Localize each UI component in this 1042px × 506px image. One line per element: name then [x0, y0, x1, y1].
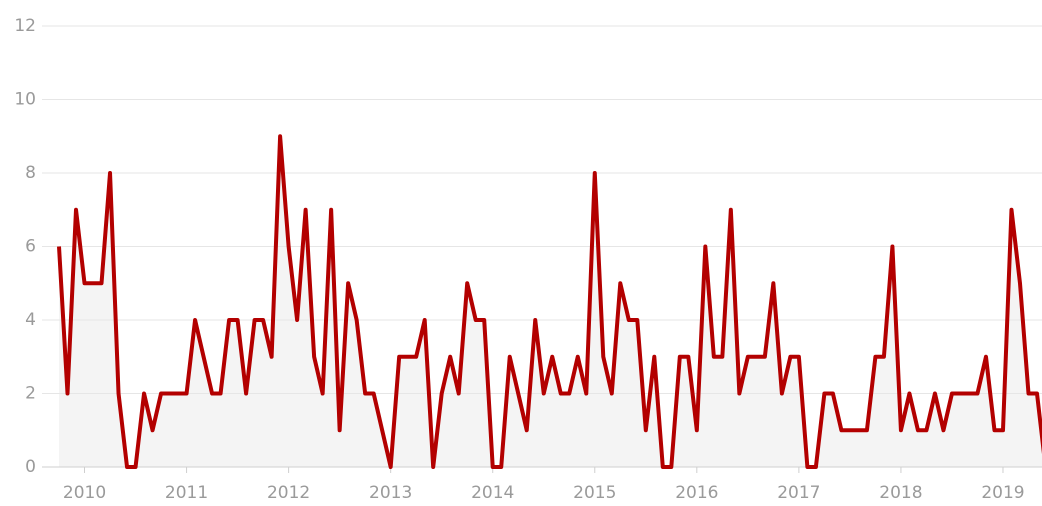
- x-tick-label: 2011: [165, 483, 208, 503]
- y-tick-label: 0: [25, 457, 36, 477]
- x-tick-label: 2017: [777, 483, 820, 503]
- x-tick-label: 2019: [981, 483, 1024, 503]
- x-tick-label: 2010: [63, 483, 106, 503]
- line: [57, 134, 1042, 469]
- x-tick-label: 2014: [471, 483, 514, 503]
- x-tick-label: 2018: [879, 483, 922, 503]
- x-tick-label: 2015: [573, 483, 616, 503]
- y-tick-label: 10: [14, 90, 36, 110]
- x-tick-label: 2016: [675, 483, 718, 503]
- area: [59, 136, 1042, 467]
- y-tick-label: 4: [25, 310, 36, 330]
- x-tick-label: 2012: [267, 483, 310, 503]
- x-tick-label: 2013: [369, 483, 412, 503]
- y-tick-label: 6: [25, 237, 36, 257]
- y-tick-label: 12: [14, 16, 36, 36]
- y-tick-label: 8: [25, 163, 36, 183]
- y-tick-label: 2: [25, 384, 36, 404]
